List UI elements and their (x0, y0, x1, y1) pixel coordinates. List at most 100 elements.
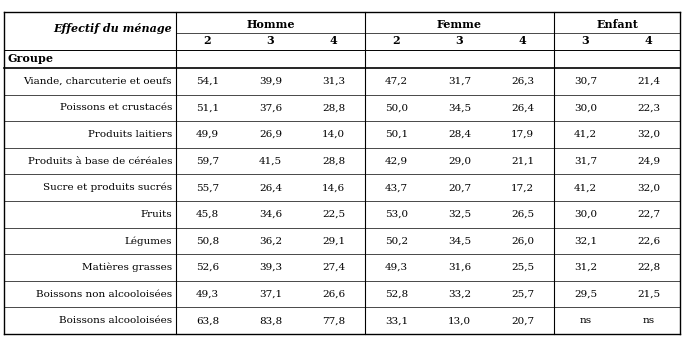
Text: 26,9: 26,9 (259, 130, 282, 139)
Text: Matières grasses: Matières grasses (82, 263, 172, 272)
Text: 24,9: 24,9 (637, 157, 660, 166)
Text: 50,0: 50,0 (385, 103, 408, 113)
Text: 31,2: 31,2 (574, 263, 597, 272)
Text: 3: 3 (267, 35, 274, 46)
Text: 17,2: 17,2 (511, 183, 534, 192)
Text: 30,0: 30,0 (574, 103, 597, 113)
Text: 13,0: 13,0 (448, 316, 471, 325)
Text: 33,2: 33,2 (448, 290, 471, 299)
Text: 53,0: 53,0 (385, 210, 408, 219)
Text: 2: 2 (204, 35, 211, 46)
Text: 21,4: 21,4 (637, 77, 660, 86)
Text: Effectif du ménage: Effectif du ménage (53, 24, 172, 35)
Text: 49,3: 49,3 (196, 290, 219, 299)
Text: 26,3: 26,3 (511, 77, 534, 86)
Text: 3: 3 (456, 35, 463, 46)
Text: 14,0: 14,0 (322, 130, 345, 139)
Text: 4: 4 (330, 35, 337, 46)
Text: Viande, charcuterie et oeufs: Viande, charcuterie et oeufs (23, 77, 172, 86)
Text: 4: 4 (518, 35, 527, 46)
Text: 22,6: 22,6 (637, 236, 660, 246)
Text: 2: 2 (393, 35, 400, 46)
Text: Produits à base de céréales: Produits à base de céréales (27, 157, 172, 166)
Text: 49,3: 49,3 (385, 263, 408, 272)
Text: 33,1: 33,1 (385, 316, 408, 325)
Text: 21,1: 21,1 (511, 157, 534, 166)
Text: 52,8: 52,8 (385, 290, 408, 299)
Text: 26,6: 26,6 (322, 290, 345, 299)
Text: 47,2: 47,2 (385, 77, 408, 86)
Text: 27,4: 27,4 (322, 263, 345, 272)
Text: 41,2: 41,2 (574, 183, 597, 192)
Text: 26,0: 26,0 (511, 236, 534, 246)
Text: 28,8: 28,8 (322, 157, 345, 166)
Text: Poissons et crustacés: Poissons et crustacés (60, 103, 172, 113)
Text: ns: ns (579, 316, 592, 325)
Text: Boissons non alcooloisées: Boissons non alcooloisées (36, 290, 172, 299)
Text: 31,7: 31,7 (448, 77, 471, 86)
Text: 77,8: 77,8 (322, 316, 345, 325)
Text: 32,0: 32,0 (637, 130, 660, 139)
Text: 50,1: 50,1 (385, 130, 408, 139)
Text: 37,6: 37,6 (259, 103, 282, 113)
Text: 34,6: 34,6 (259, 210, 282, 219)
Text: 22,8: 22,8 (637, 263, 660, 272)
Text: 49,9: 49,9 (196, 130, 219, 139)
Text: 31,3: 31,3 (322, 77, 345, 86)
Text: 34,5: 34,5 (448, 236, 471, 246)
Text: 14,6: 14,6 (322, 183, 345, 192)
Text: 26,4: 26,4 (259, 183, 282, 192)
Text: 22,3: 22,3 (637, 103, 660, 113)
Text: 55,7: 55,7 (196, 183, 219, 192)
Text: 25,7: 25,7 (511, 290, 534, 299)
Text: Boissons alcooloisées: Boissons alcooloisées (59, 316, 172, 325)
Text: ns: ns (642, 316, 655, 325)
Text: 22,5: 22,5 (322, 210, 345, 219)
Text: 36,2: 36,2 (259, 236, 282, 246)
Text: 52,6: 52,6 (196, 263, 219, 272)
Text: 42,9: 42,9 (385, 157, 408, 166)
Text: 17,9: 17,9 (511, 130, 534, 139)
Text: Fruits: Fruits (140, 210, 172, 219)
Text: 26,4: 26,4 (511, 103, 534, 113)
Text: Femme: Femme (437, 19, 482, 30)
Text: 31,6: 31,6 (448, 263, 471, 272)
Text: 51,1: 51,1 (196, 103, 219, 113)
Text: Produits laitiers: Produits laitiers (88, 130, 172, 139)
Text: 32,0: 32,0 (637, 183, 660, 192)
Text: 83,8: 83,8 (259, 316, 282, 325)
Text: 25,5: 25,5 (511, 263, 534, 272)
Text: 63,8: 63,8 (196, 316, 219, 325)
Text: 41,2: 41,2 (574, 130, 597, 139)
Text: 20,7: 20,7 (448, 183, 471, 192)
Text: 50,2: 50,2 (385, 236, 408, 246)
Text: Groupe: Groupe (7, 53, 53, 65)
Text: 3: 3 (581, 35, 590, 46)
Text: 54,1: 54,1 (196, 77, 219, 86)
Text: 28,8: 28,8 (322, 103, 345, 113)
Text: 32,5: 32,5 (448, 210, 471, 219)
Text: Enfant: Enfant (596, 19, 638, 30)
Text: 29,5: 29,5 (574, 290, 597, 299)
Text: 30,7: 30,7 (574, 77, 597, 86)
Text: 22,7: 22,7 (637, 210, 660, 219)
Text: 20,7: 20,7 (511, 316, 534, 325)
Text: Homme: Homme (246, 19, 295, 30)
Text: 4: 4 (644, 35, 653, 46)
Text: 31,7: 31,7 (574, 157, 597, 166)
Text: 39,3: 39,3 (259, 263, 282, 272)
Text: Légumes: Légumes (124, 236, 172, 246)
Text: 28,4: 28,4 (448, 130, 471, 139)
Text: 39,9: 39,9 (259, 77, 282, 86)
Text: 59,7: 59,7 (196, 157, 219, 166)
Text: 32,1: 32,1 (574, 236, 597, 246)
Text: 21,5: 21,5 (637, 290, 660, 299)
Text: 29,1: 29,1 (322, 236, 345, 246)
Text: 37,1: 37,1 (259, 290, 282, 299)
Text: 45,8: 45,8 (196, 210, 219, 219)
Text: 26,5: 26,5 (511, 210, 534, 219)
Text: 43,7: 43,7 (385, 183, 408, 192)
Text: 34,5: 34,5 (448, 103, 471, 113)
Text: 29,0: 29,0 (448, 157, 471, 166)
Text: 41,5: 41,5 (259, 157, 282, 166)
